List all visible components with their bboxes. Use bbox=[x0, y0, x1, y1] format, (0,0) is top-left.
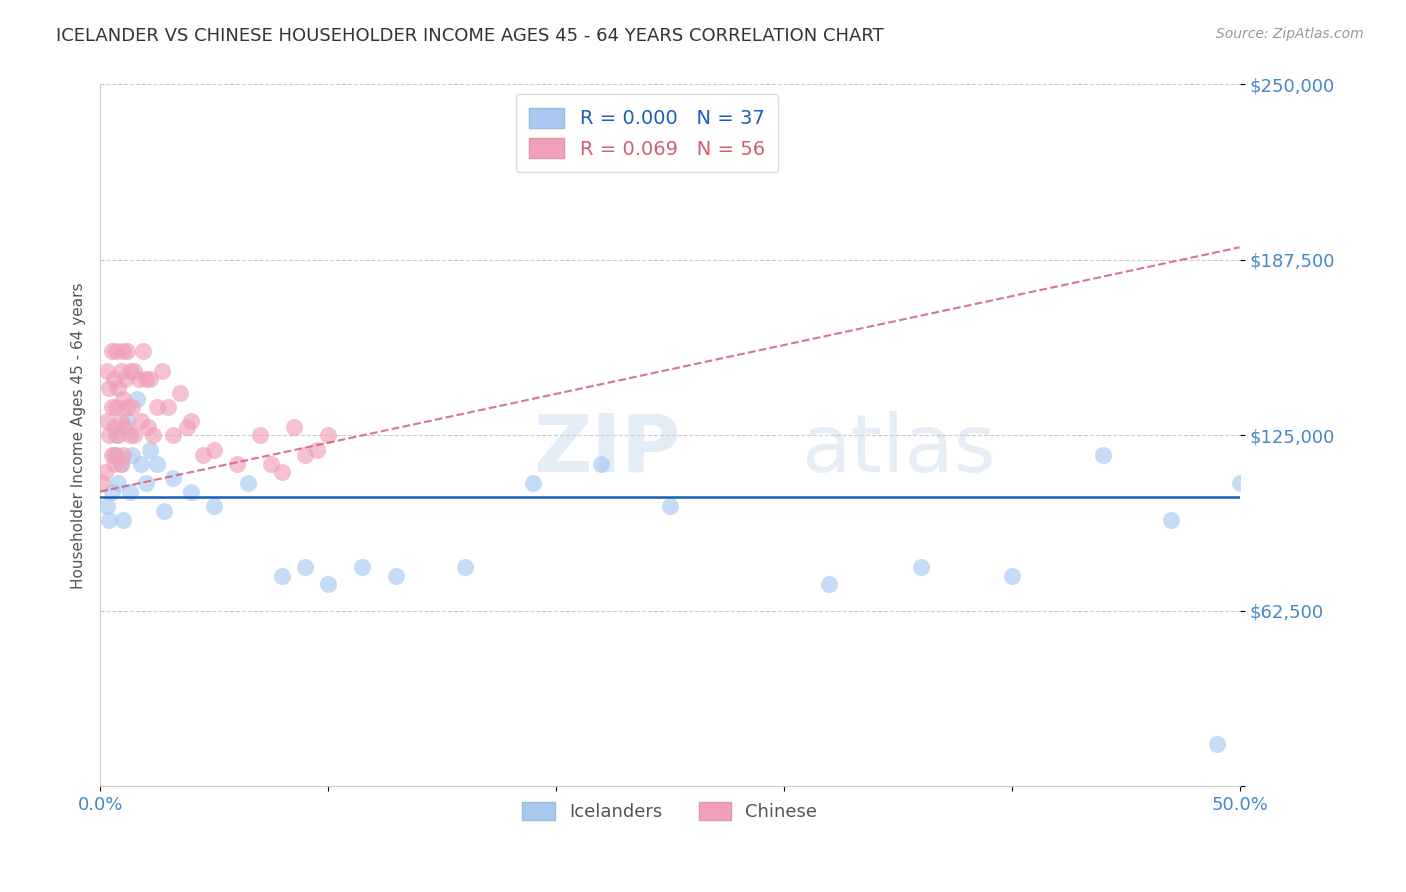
Point bbox=[1160, 513, 1182, 527]
Point bbox=[107, 476, 129, 491]
Point bbox=[103, 448, 125, 462]
Point bbox=[162, 470, 184, 484]
Point bbox=[180, 414, 202, 428]
Point bbox=[146, 401, 169, 415]
Point bbox=[316, 428, 339, 442]
Point bbox=[910, 560, 932, 574]
Point bbox=[1091, 448, 1114, 462]
Point bbox=[591, 457, 613, 471]
Point bbox=[283, 420, 305, 434]
Point bbox=[96, 364, 118, 378]
Y-axis label: Householder Income Ages 45 - 64 years: Householder Income Ages 45 - 64 years bbox=[72, 282, 86, 589]
Point bbox=[169, 386, 191, 401]
Point bbox=[118, 484, 141, 499]
Point bbox=[1205, 737, 1227, 751]
Point bbox=[260, 457, 283, 471]
Point bbox=[100, 344, 122, 359]
Point bbox=[111, 448, 134, 462]
Point bbox=[96, 414, 118, 428]
Point bbox=[103, 420, 125, 434]
Text: ZIP: ZIP bbox=[533, 410, 681, 489]
Point bbox=[162, 428, 184, 442]
Point bbox=[111, 344, 134, 359]
Point bbox=[305, 442, 328, 457]
Point bbox=[110, 457, 132, 471]
Point bbox=[135, 476, 157, 491]
Point bbox=[135, 372, 157, 386]
Point bbox=[136, 420, 159, 434]
Point bbox=[124, 364, 146, 378]
Point bbox=[202, 499, 225, 513]
Point bbox=[202, 442, 225, 457]
Point bbox=[110, 414, 132, 428]
Point bbox=[118, 428, 141, 442]
Legend: Icelanders, Chinese: Icelanders, Chinese bbox=[509, 789, 830, 834]
Point bbox=[105, 344, 128, 359]
Point bbox=[128, 372, 150, 386]
Point bbox=[98, 513, 121, 527]
Point bbox=[110, 364, 132, 378]
Point bbox=[107, 381, 129, 395]
Point bbox=[176, 420, 198, 434]
Point bbox=[132, 344, 155, 359]
Point bbox=[238, 476, 260, 491]
Point bbox=[249, 428, 271, 442]
Point bbox=[157, 401, 180, 415]
Point bbox=[146, 457, 169, 471]
Point bbox=[114, 372, 136, 386]
Point bbox=[114, 420, 136, 434]
Point bbox=[100, 448, 122, 462]
Point bbox=[118, 364, 141, 378]
Point bbox=[141, 428, 163, 442]
Point bbox=[96, 499, 118, 513]
Point bbox=[111, 392, 134, 406]
Point bbox=[818, 577, 841, 591]
Point bbox=[121, 401, 143, 415]
Point bbox=[1001, 569, 1024, 583]
Point bbox=[93, 465, 115, 479]
Point bbox=[385, 569, 408, 583]
Point bbox=[103, 457, 125, 471]
Point bbox=[103, 372, 125, 386]
Point bbox=[111, 513, 134, 527]
Point bbox=[100, 484, 122, 499]
Point bbox=[105, 401, 128, 415]
Point bbox=[117, 401, 139, 415]
Point bbox=[225, 457, 247, 471]
Point bbox=[191, 448, 214, 462]
Point bbox=[98, 381, 121, 395]
Text: ICELANDER VS CHINESE HOUSEHOLDER INCOME AGES 45 - 64 YEARS CORRELATION CHART: ICELANDER VS CHINESE HOUSEHOLDER INCOME … bbox=[56, 27, 884, 45]
Point bbox=[121, 448, 143, 462]
Point bbox=[107, 428, 129, 442]
Point bbox=[316, 577, 339, 591]
Point bbox=[658, 499, 681, 513]
Point bbox=[139, 442, 162, 457]
Point bbox=[352, 560, 374, 574]
Point bbox=[105, 428, 128, 442]
Point bbox=[150, 364, 173, 378]
Point bbox=[1229, 476, 1251, 491]
Point bbox=[294, 560, 316, 574]
Point bbox=[105, 448, 128, 462]
Point bbox=[271, 465, 294, 479]
Point bbox=[91, 476, 114, 491]
Text: Source: ZipAtlas.com: Source: ZipAtlas.com bbox=[1216, 27, 1364, 41]
Point bbox=[117, 414, 139, 428]
Point bbox=[153, 504, 176, 518]
Point bbox=[454, 560, 477, 574]
Point bbox=[522, 476, 544, 491]
Point bbox=[129, 457, 152, 471]
Point bbox=[139, 372, 162, 386]
Point bbox=[129, 414, 152, 428]
Point bbox=[98, 428, 121, 442]
Point bbox=[124, 428, 146, 442]
Point bbox=[180, 484, 202, 499]
Point bbox=[125, 392, 148, 406]
Point bbox=[110, 457, 132, 471]
Point bbox=[294, 448, 316, 462]
Point bbox=[100, 401, 122, 415]
Point bbox=[117, 344, 139, 359]
Text: atlas: atlas bbox=[801, 410, 995, 489]
Point bbox=[271, 569, 294, 583]
